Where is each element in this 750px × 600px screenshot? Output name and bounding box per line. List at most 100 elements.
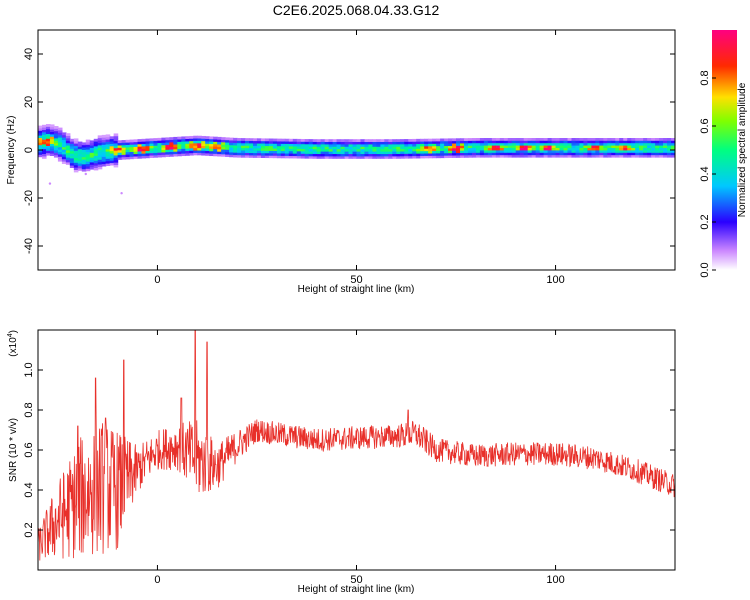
- spectrogram-cell: [73, 164, 79, 168]
- spectrogram-cell: [169, 153, 174, 157]
- spectrogram-cell: [101, 151, 107, 155]
- spectrogram-cell: [456, 152, 461, 156]
- spectrogram-cell: [539, 145, 545, 148]
- spectrogram-cell: [304, 146, 310, 150]
- spectrogram-cell: [356, 153, 362, 157]
- spectrogram-cell: [396, 141, 401, 145]
- spectrogram-cell: [217, 139, 222, 143]
- spectrogram-cell: [499, 138, 505, 141]
- spectrogram-cell: [440, 152, 445, 156]
- spectrogram-cell: [81, 166, 87, 170]
- spectrogram-cell: [523, 145, 529, 148]
- spectrogram-cell: [511, 150, 517, 153]
- spectrogram-cell: [344, 153, 350, 157]
- spectrogram-cell: [41, 153, 47, 157]
- spectrogram-cell: [173, 136, 178, 140]
- snr-frame: [37, 329, 676, 571]
- spectrogram-cell: [284, 138, 290, 142]
- spectrogram-cell: [412, 146, 417, 149]
- spectrogram-cell: [671, 145, 675, 148]
- spectrogram-cell: [436, 145, 441, 149]
- spectrogram-cell: [113, 138, 119, 142]
- spectrogram-cell: [73, 143, 79, 146]
- spectrogram-cell: [420, 148, 425, 152]
- spectrogram-cell: [507, 150, 513, 153]
- spectrogram-cell: [571, 150, 577, 153]
- spectrogram-cell: [635, 154, 640, 158]
- spectrogram-cell: [272, 155, 278, 159]
- spectrogram-cell: [491, 152, 497, 156]
- spectrogram-cell: [416, 141, 421, 145]
- spectrogram-cell: [256, 150, 262, 154]
- spectrogram-cell: [408, 153, 413, 157]
- spectrogram-cell: [483, 140, 489, 144]
- spectrogram-cell: [169, 149, 174, 152]
- spectrogram-cell: [631, 138, 636, 141]
- spectrogram-cell: [292, 146, 298, 149]
- spectrogram-cell: [511, 154, 517, 158]
- spectrogram-cell: [113, 145, 119, 149]
- spectrogram-outlier: [48, 182, 52, 185]
- spectrogram-cell: [69, 150, 75, 154]
- spectrogram-cell: [229, 142, 234, 146]
- spectrogram-cell: [185, 136, 190, 139]
- spectrogram-cell: [149, 145, 155, 149]
- spectrogram-cell: [631, 145, 636, 148]
- spectrogram-cell: [631, 152, 636, 156]
- spectrogram-cell: [627, 140, 632, 144]
- spectrogram-cell: [49, 141, 55, 144]
- spectrogram-cell: [133, 148, 139, 152]
- spectrogram-cell: [663, 150, 668, 153]
- spectrogram-cell: [615, 147, 620, 151]
- spectrogram-cell: [503, 152, 509, 156]
- spectrogram-cell: [41, 151, 47, 154]
- spectrogram-cell: [312, 155, 318, 159]
- spectrogram-cell: [324, 148, 330, 152]
- spectrogram-cell: [57, 130, 63, 133]
- spectrogram-cell: [376, 151, 381, 154]
- spectrogram-cell: [97, 156, 103, 160]
- spectrogram-cell: [101, 156, 107, 160]
- spectrogram-outlier: [84, 172, 87, 176]
- spectrogram-cell: [607, 142, 612, 146]
- spectrogram-cell: [376, 144, 381, 147]
- spectrogram-cell: [308, 139, 314, 142]
- spectrogram-cell: [296, 150, 302, 154]
- spectrogram-cell: [623, 140, 628, 144]
- spectrogram-cell: [352, 141, 358, 145]
- spectrogram-cell: [121, 142, 127, 146]
- spectrogram-cell: [328, 146, 334, 150]
- spectrogram-cell: [412, 148, 417, 152]
- spectrogram-cell: [149, 155, 155, 158]
- spectrogram-cell: [503, 142, 509, 146]
- spectrogram-x-label: Height of straight line (km): [298, 284, 415, 295]
- spectrogram-cell: [452, 140, 457, 144]
- spectrogram-cell: [440, 140, 445, 144]
- spectrogram-cell: [408, 143, 413, 147]
- snr-y-tick-label: 0.6: [23, 442, 35, 457]
- spectrogram-cell: [157, 147, 163, 151]
- spectrogram-cell: [61, 144, 67, 148]
- spectrogram-cell: [53, 150, 59, 153]
- spectrogram-cell: [272, 138, 278, 142]
- spectrogram-cell: [85, 163, 91, 167]
- spectrogram-cell: [205, 145, 210, 149]
- spectrogram-cell: [603, 147, 608, 151]
- spectrogram-cell: [69, 138, 75, 142]
- spectrogram-cell: [113, 159, 119, 163]
- spectrogram-cell: [109, 157, 115, 161]
- spectrogram-cell: [555, 154, 561, 158]
- spectrogram-cell: [316, 144, 322, 147]
- spectrogram-cell: [659, 140, 664, 144]
- spectrogram-cell: [332, 153, 338, 157]
- spectrogram-cell: [109, 136, 115, 140]
- spectrogram-cell: [153, 138, 159, 141]
- spectrogram-cell: [113, 143, 119, 146]
- spectrogram-cell: [531, 150, 537, 153]
- spectrogram-cell: [117, 147, 123, 151]
- spectrogram-cell: [288, 150, 294, 154]
- spectrogram-cell: [38, 140, 43, 143]
- spectrogram-cell: [448, 155, 453, 158]
- spectrogram-cell: [364, 151, 370, 154]
- spectrogram-cell: [292, 148, 298, 152]
